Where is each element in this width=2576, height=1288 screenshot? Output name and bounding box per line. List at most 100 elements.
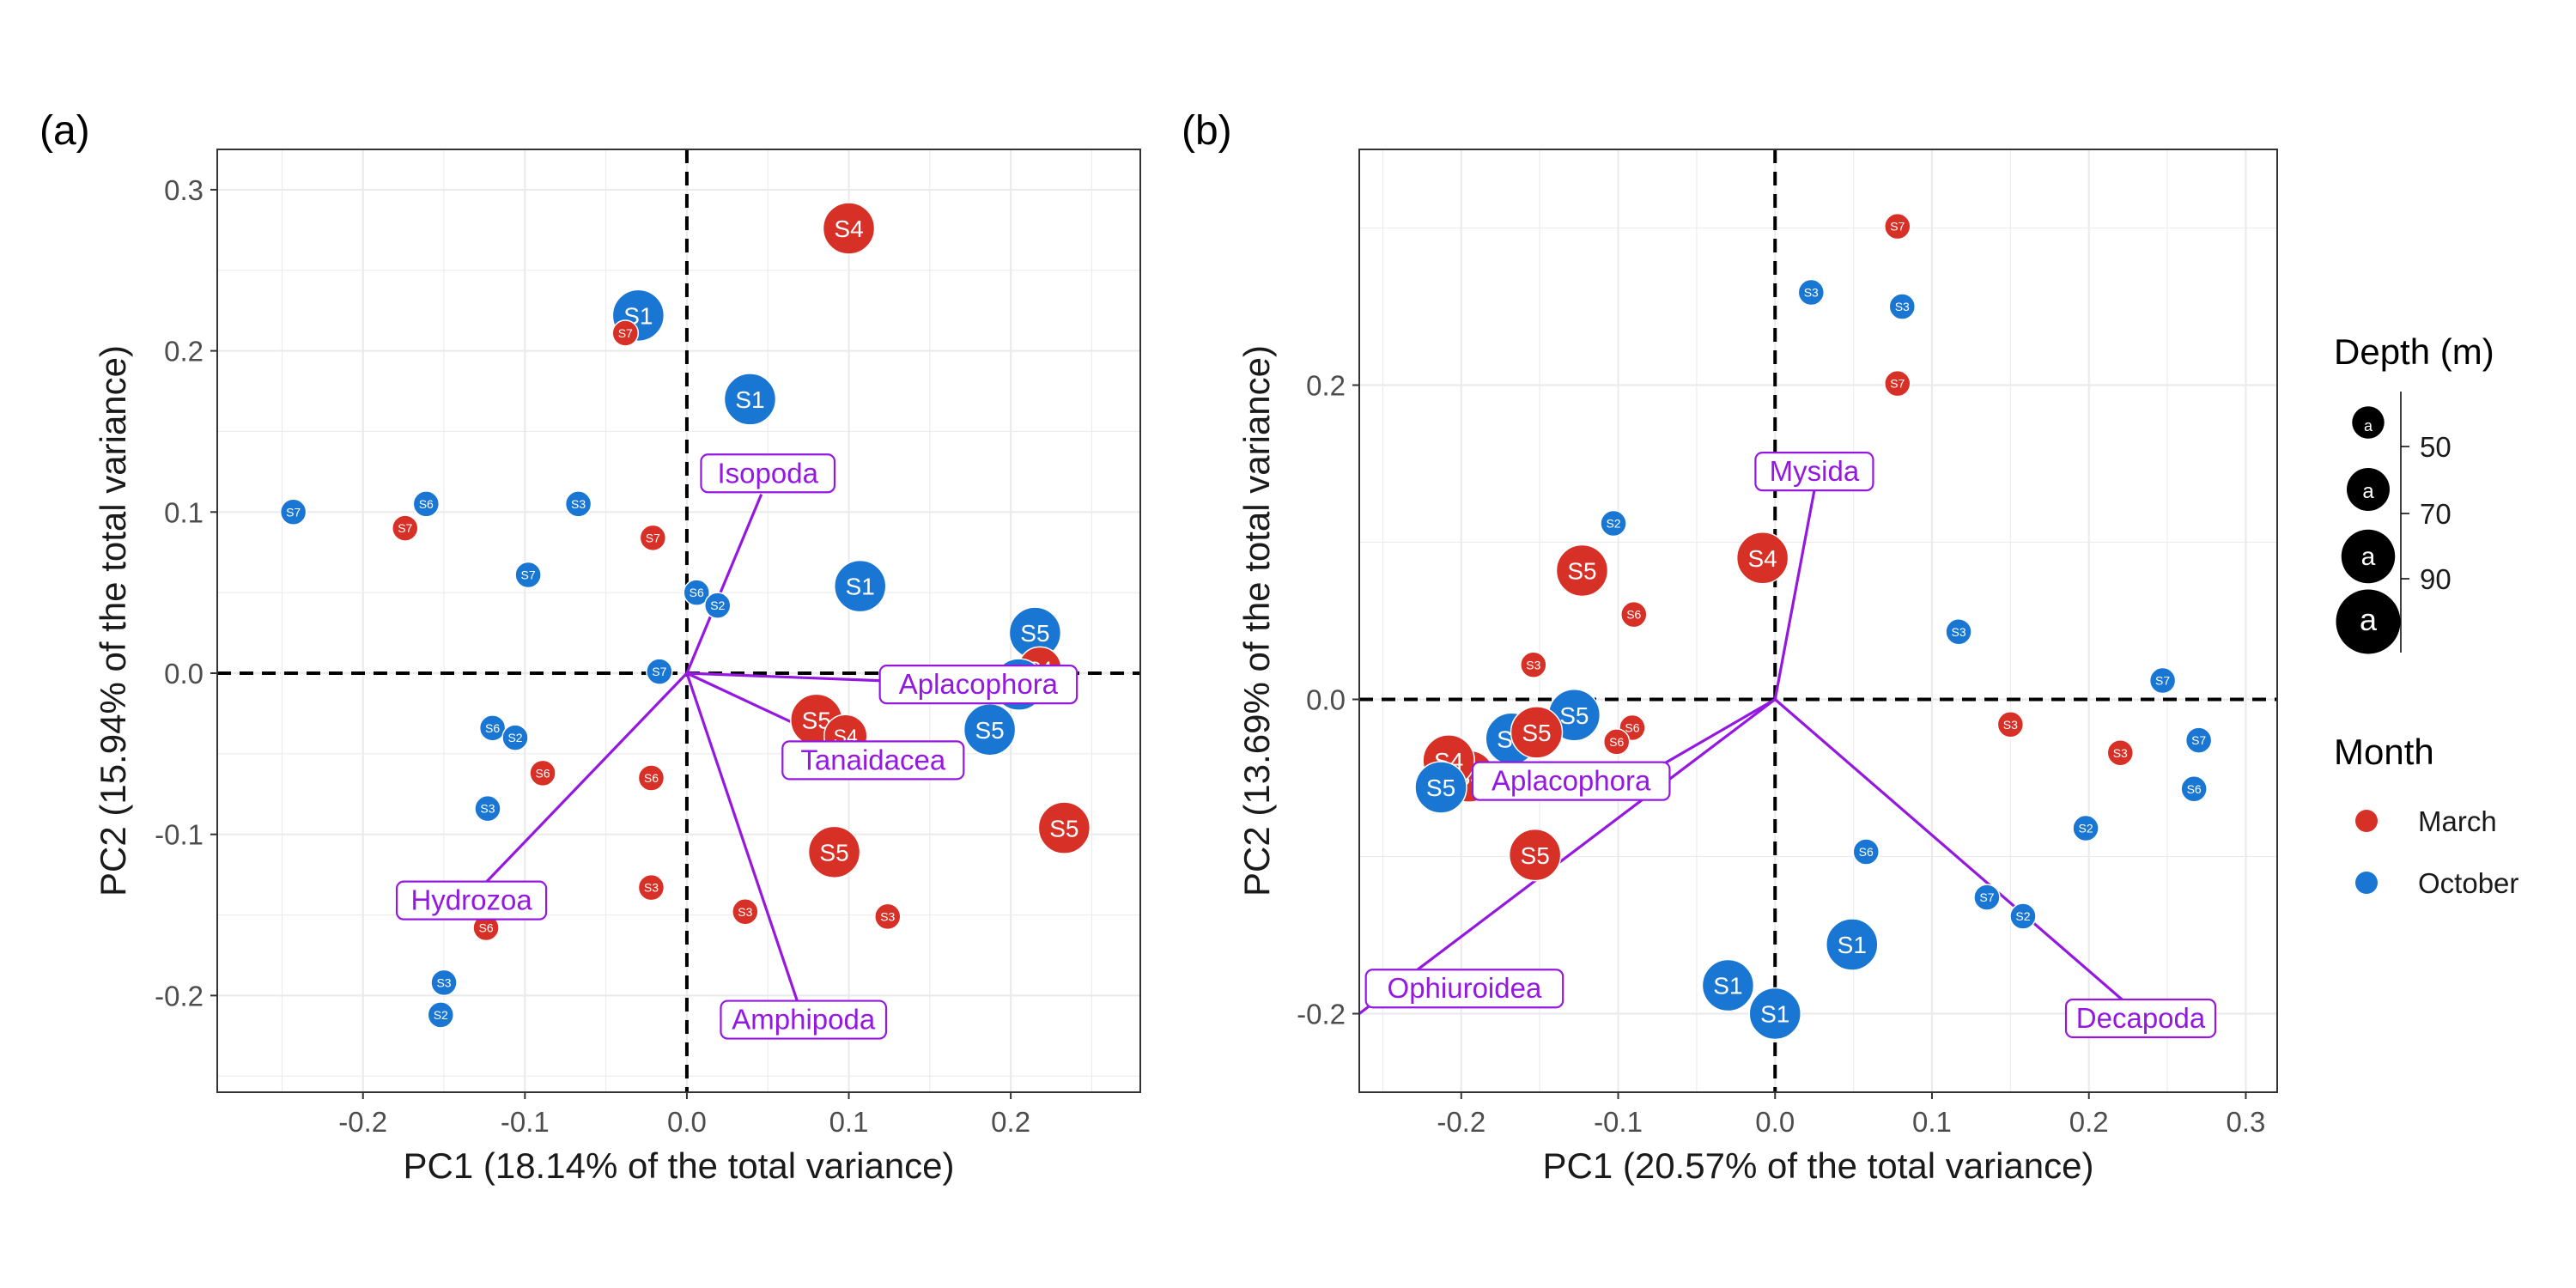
y-tick-label: 0.0 <box>164 658 204 690</box>
point-label: S5 <box>1522 720 1551 746</box>
point-label: S6 <box>1859 845 1874 859</box>
point-label: S7 <box>1979 890 1994 904</box>
y-tick-label: -0.2 <box>155 980 204 1012</box>
point-label: S3 <box>644 881 659 895</box>
point-marker <box>704 592 732 619</box>
point-marker <box>1888 293 1917 320</box>
point-marker <box>2184 726 2213 754</box>
data-point: S4 <box>822 202 876 255</box>
point-marker <box>412 490 440 518</box>
panel-a-y-axis-ticks: -0.2 -0.1 0.0 0.1 0.2 0.3 <box>155 174 217 1012</box>
x-tick-label: 0.0 <box>667 1106 707 1138</box>
data-point: S1 <box>723 373 777 426</box>
point-label: S7 <box>652 665 666 678</box>
data-point: S6 <box>478 714 507 742</box>
panel-a-y-axis-title: PC2 (15.94% of the total variance) <box>93 345 133 896</box>
loading-label-text: Amphipoda <box>732 1004 876 1036</box>
point-marker <box>639 524 667 552</box>
point-marker <box>683 579 710 606</box>
point-label: S1 <box>1760 1001 1789 1028</box>
loading-label-box <box>2064 998 2217 1039</box>
point-label: S6 <box>1625 720 1639 734</box>
data-point: S7 <box>1884 369 1911 398</box>
loading-arrow-hydrozoa <box>475 671 689 894</box>
point-marker <box>2009 902 2037 930</box>
point-label: S3 <box>1951 625 1965 639</box>
data-point: S7 <box>1973 884 2001 911</box>
data-point: S2 <box>501 724 529 751</box>
loading-arrow-amphipoda <box>685 672 799 1001</box>
legend-depth-title: Depth (m) <box>2334 331 2494 372</box>
data-point: S7 <box>2184 726 2213 754</box>
point-label: S2 <box>2015 909 2030 923</box>
loading-label-aplacophora: Aplacophora <box>878 665 1078 705</box>
data-point: S3 <box>1945 618 1972 646</box>
point-marker <box>564 490 592 518</box>
point-marker <box>1620 600 1648 629</box>
point-marker <box>279 498 307 526</box>
point-label: S7 <box>2191 733 2206 747</box>
data-point: S7 <box>279 498 307 526</box>
panel-a-loading-labels: Isopoda Aplacophora Tanaidacea Amphipoda Hyd… <box>395 453 1078 1040</box>
loading-label-decapoda: Decapoda <box>2064 998 2217 1039</box>
point-label: S6 <box>479 921 494 935</box>
depth-key-label: 70 <box>2420 498 2451 530</box>
panel-b-plot-border <box>1358 149 2278 1093</box>
depth-key-circle <box>2347 468 2390 511</box>
x-tick-label: 0.1 <box>829 1106 869 1138</box>
data-point: S6 <box>683 579 710 606</box>
loading-label-box <box>1754 452 1874 492</box>
point-marker <box>1748 987 1801 1041</box>
point-label: S3 <box>1895 300 1910 313</box>
data-point: S7 <box>392 514 419 542</box>
point-label: S3 <box>880 909 895 923</box>
legend-month-title: Month <box>2334 732 2434 772</box>
data-point: S5 <box>963 702 1017 756</box>
point-marker <box>1520 651 1547 678</box>
point-marker <box>478 714 507 742</box>
data-point: S2 <box>427 1001 455 1029</box>
point-label: S7 <box>1890 377 1905 391</box>
point-marker <box>474 794 501 823</box>
data-point: S5 <box>1008 606 1062 659</box>
y-tick-label: 0.3 <box>164 174 204 206</box>
point-marker <box>514 561 542 589</box>
y-tick-label: 0.1 <box>164 496 204 528</box>
data-point: S2 <box>1600 509 1627 538</box>
x-tick-label: -0.2 <box>338 1106 387 1138</box>
point-label: S7 <box>618 326 633 340</box>
data-point: S5 <box>1510 706 1564 759</box>
point-label: S2 <box>507 731 522 744</box>
point-marker <box>646 658 673 685</box>
point-marker <box>2148 666 2177 695</box>
point-label: S4 <box>1748 545 1777 572</box>
y-tick-label: 0.0 <box>1306 684 1346 716</box>
depth-key-glyph: a <box>2364 417 2373 434</box>
point-label: S3 <box>2003 718 2018 732</box>
x-tick-label: 0.0 <box>1755 1106 1795 1138</box>
depth-key-label: 50 <box>2420 431 2451 463</box>
point-label: S5 <box>819 839 848 866</box>
data-point: S5 <box>1037 801 1091 854</box>
point-marker <box>637 873 665 902</box>
x-tick-label: -0.2 <box>1437 1106 1485 1138</box>
data-point: S3 <box>1888 293 1917 320</box>
point-label: S2 <box>710 598 725 612</box>
x-tick-label: 0.2 <box>2069 1106 2109 1138</box>
month-key-march-marker <box>2355 810 2378 832</box>
point-label: S3 <box>480 802 495 816</box>
data-point: S5 <box>1555 544 1609 598</box>
point-marker <box>1735 532 1789 585</box>
point-marker <box>1555 544 1609 598</box>
depth-key-label: 90 <box>2420 563 2451 595</box>
point-label: S1 <box>1713 973 1742 999</box>
point-label: S7 <box>286 505 301 519</box>
month-key-october-label: October <box>2418 867 2518 899</box>
point-marker <box>1797 278 1826 307</box>
data-point: S3 <box>2106 738 2135 767</box>
point-marker <box>1037 801 1091 854</box>
point-marker <box>1602 728 1631 756</box>
point-marker <box>2106 738 2135 767</box>
loading-label-text: Ophiuroidea <box>1388 972 1542 1004</box>
